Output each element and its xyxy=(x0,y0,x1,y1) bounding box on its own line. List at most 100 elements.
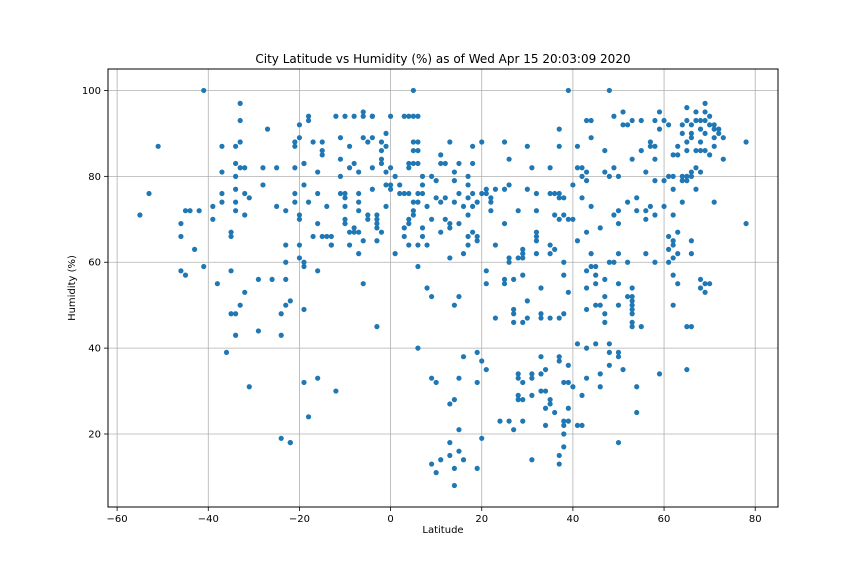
data-point xyxy=(492,242,499,248)
data-point xyxy=(342,216,348,222)
data-point xyxy=(337,135,344,141)
data-point xyxy=(629,306,635,313)
data-point xyxy=(697,139,704,145)
data-point xyxy=(688,238,695,244)
data-point xyxy=(237,165,243,171)
data-point xyxy=(447,452,453,459)
data-point xyxy=(365,139,371,145)
data-point xyxy=(387,165,394,171)
data-point xyxy=(588,203,594,210)
data-point xyxy=(451,302,457,308)
data-point xyxy=(374,324,380,330)
data-point xyxy=(697,126,704,132)
data-point xyxy=(570,384,576,390)
data-point xyxy=(242,165,248,171)
data-point xyxy=(716,130,722,137)
data-point xyxy=(447,220,453,227)
data-point xyxy=(565,362,571,368)
data-point xyxy=(233,311,239,317)
data-point xyxy=(670,238,676,244)
data-point xyxy=(707,152,713,158)
data-point xyxy=(233,173,239,179)
data-point xyxy=(178,220,184,227)
data-point xyxy=(583,117,590,124)
data-point xyxy=(415,113,421,119)
data-point xyxy=(615,349,622,356)
data-point xyxy=(520,251,526,257)
data-point xyxy=(328,233,334,240)
data-point xyxy=(707,113,713,119)
y-tick-label: 60 xyxy=(88,258,101,269)
data-point xyxy=(447,255,453,261)
data-point xyxy=(688,173,695,179)
data-point xyxy=(602,147,608,154)
data-point xyxy=(274,203,280,210)
data-point xyxy=(460,203,467,210)
data-point xyxy=(305,117,312,124)
data-point xyxy=(588,251,594,257)
data-point xyxy=(629,319,635,325)
data-point xyxy=(661,178,667,184)
data-point xyxy=(378,139,385,145)
data-point xyxy=(670,186,676,192)
data-point xyxy=(424,285,430,291)
data-point xyxy=(556,143,562,149)
data-point xyxy=(693,147,699,154)
data-point xyxy=(702,147,708,154)
data-point xyxy=(465,212,471,218)
data-point xyxy=(743,220,749,227)
data-point xyxy=(196,208,202,214)
data-point xyxy=(597,302,603,308)
data-point xyxy=(360,113,366,119)
data-point xyxy=(702,130,708,137)
data-point xyxy=(520,397,526,403)
data-point xyxy=(652,143,658,149)
data-point xyxy=(474,379,480,386)
data-point xyxy=(178,268,184,274)
data-point xyxy=(296,135,303,141)
data-point xyxy=(456,220,462,227)
data-point xyxy=(470,229,476,235)
data-point xyxy=(246,195,252,201)
data-point xyxy=(661,203,667,210)
data-point xyxy=(301,259,307,265)
data-point xyxy=(647,139,653,145)
data-point xyxy=(406,216,412,222)
plot-frame xyxy=(107,68,779,508)
data-point xyxy=(465,195,471,201)
data-point xyxy=(474,233,480,240)
x-tick-label: −20 xyxy=(289,514,310,525)
data-point xyxy=(666,259,672,265)
data-point xyxy=(707,122,713,128)
data-point xyxy=(374,216,380,222)
data-point xyxy=(533,238,540,244)
data-point xyxy=(392,173,398,179)
data-point xyxy=(602,319,608,325)
data-point xyxy=(579,392,585,398)
data-point xyxy=(693,186,699,192)
data-point xyxy=(693,117,699,124)
data-point xyxy=(342,113,348,119)
data-point xyxy=(675,229,681,235)
data-point xyxy=(561,418,567,424)
data-point xyxy=(451,482,457,489)
x-tick-label: 40 xyxy=(567,514,580,525)
data-point xyxy=(679,130,685,137)
data-point xyxy=(538,285,544,291)
data-point xyxy=(565,216,571,222)
data-point xyxy=(292,165,298,171)
data-point xyxy=(451,169,457,175)
data-point xyxy=(561,259,567,265)
data-point xyxy=(451,397,457,403)
data-point xyxy=(465,182,471,188)
data-point xyxy=(369,165,375,171)
data-point xyxy=(529,457,535,463)
data-point xyxy=(670,152,676,158)
data-point xyxy=(615,251,622,257)
data-point xyxy=(315,190,321,197)
data-point xyxy=(451,465,457,471)
data-point xyxy=(419,225,426,231)
data-point xyxy=(356,190,362,197)
data-point xyxy=(524,315,530,321)
data-point xyxy=(401,225,407,231)
